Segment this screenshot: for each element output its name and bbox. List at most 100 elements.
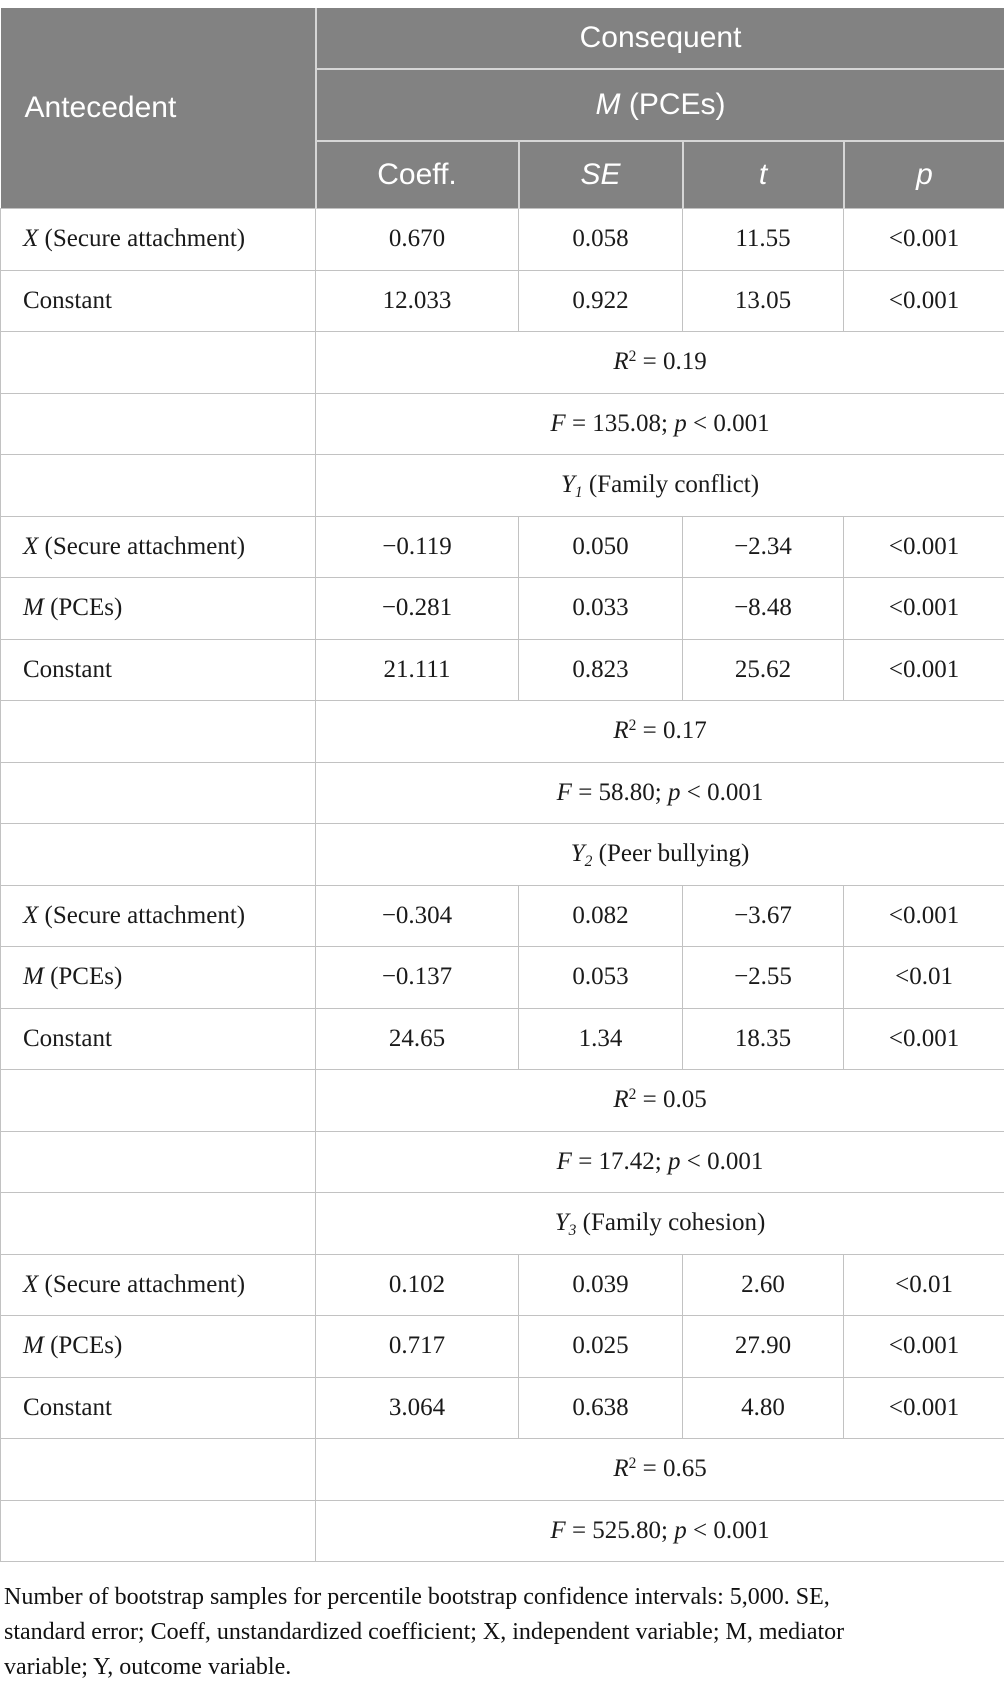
table-row: X (Secure attachment) 0.670 0.058 11.55 <0.0… [0, 208, 1004, 271]
row-label-cell: M (PCEs) [0, 1315, 316, 1378]
value-cell-coeff: 0.102 [315, 1253, 519, 1316]
value-cell-coeff: 3.064 [315, 1376, 519, 1439]
empty-cell [0, 454, 316, 517]
value-cell-coeff: 0.717 [315, 1315, 519, 1378]
row-label-cell: Constant [0, 269, 316, 332]
value-cell-coeff: 12.033 [315, 269, 519, 332]
header-cell-mediator: M (PCEs) [315, 69, 1004, 142]
table-row: F = 58.80; p < 0.001 [0, 761, 1004, 824]
table-row: Constant 3.064 0.638 4.80 <0.001 [0, 1376, 1004, 1439]
empty-cell [0, 392, 316, 455]
value-cell-t: −3.67 [682, 884, 844, 947]
value-cell-se: 1.34 [518, 1007, 683, 1070]
col-header-p: p [842, 141, 1004, 209]
row-label-cell: M (PCEs) [0, 577, 316, 640]
header-row-1: Antecedent Consequent [0, 8, 1004, 209]
value-cell-p: <0.001 [842, 638, 1004, 701]
value-cell-se: 0.922 [518, 269, 683, 332]
col-header-coeff: Coeff. [314, 141, 519, 209]
row-label-cell: Constant [0, 638, 316, 701]
table-footnote: Number of bootstrap samples for percenti… [0, 1580, 1004, 1685]
value-cell-coeff: 24.65 [315, 1007, 519, 1070]
table-row: X (Secure attachment) 0.102 0.039 2.60 <0.01 [0, 1253, 1004, 1316]
table-row: X (Secure attachment) −0.119 0.050 −2.34 <0.… [0, 515, 1004, 578]
table-row: Y1 (Family conflict) [0, 454, 1004, 517]
empty-cell [0, 1499, 316, 1562]
table-row: Y2 (Peer bullying) [0, 823, 1004, 886]
value-cell-coeff: −0.281 [315, 577, 519, 640]
table-row: F = 135.08; p < 0.001 [0, 392, 1004, 455]
value-cell-t: 4.80 [682, 1376, 844, 1439]
value-cell-se: 0.082 [518, 884, 683, 947]
value-cell-p: <0.001 [842, 1376, 1004, 1439]
model-stat-cell: R2 = 0.05 [314, 1069, 1004, 1132]
row-label-cell: X (Secure attachment) [0, 1253, 316, 1316]
row-label-cell: X (Secure attachment) [0, 884, 316, 947]
header-cell-consequent: Consequent [315, 8, 1004, 70]
value-cell-p: <0.001 [842, 577, 1004, 640]
value-cell-se: 0.025 [518, 1315, 683, 1378]
model-stat-cell: F = 135.08; p < 0.001 [314, 392, 1004, 455]
value-cell-t: 11.55 [682, 208, 844, 271]
row-label-cell: M (PCEs) [0, 946, 316, 1009]
value-cell-coeff: −0.137 [315, 946, 519, 1009]
table-row: F = 525.80; p < 0.001 [0, 1499, 1004, 1562]
value-cell-p: <0.001 [842, 884, 1004, 947]
model-stat-cell: F = 17.42; p < 0.001 [314, 1130, 1004, 1193]
empty-cell [0, 761, 316, 824]
value-cell-coeff: 0.670 [315, 208, 519, 271]
header-row-3: Coeff. SE t p [1, 141, 1004, 209]
value-cell-p: <0.001 [842, 269, 1004, 332]
header-row-2: M (PCEs) [1, 69, 1004, 142]
value-cell-t: −2.55 [682, 946, 844, 1009]
footnote-line: standard error; Coeff, unstandardized co… [4, 1619, 845, 1645]
model-stat-cell: R2 = 0.65 [314, 1438, 1004, 1501]
value-cell-se: 0.039 [518, 1253, 683, 1316]
value-cell-se: 0.050 [518, 515, 683, 578]
table-row: M (PCEs) −0.281 0.033 −8.48 <0.001 [0, 577, 1004, 640]
empty-cell [0, 700, 316, 763]
value-cell-t: 18.35 [682, 1007, 844, 1070]
empty-cell [0, 823, 316, 886]
table-row: M (PCEs) 0.717 0.025 27.90 <0.001 [0, 1315, 1004, 1378]
model-stat-cell: R2 = 0.19 [314, 331, 1004, 394]
value-cell-se: 0.638 [518, 1376, 683, 1439]
value-cell-t: 2.60 [682, 1253, 844, 1316]
col-header-se: SE [517, 141, 683, 209]
empty-cell [0, 1130, 316, 1193]
value-cell-se: 0.033 [518, 577, 683, 640]
table-body: X (Secure attachment) 0.670 0.058 11.55 <0.0… [0, 208, 1004, 1562]
model-stat-cell: F = 525.80; p < 0.001 [314, 1499, 1004, 1562]
table-header: Antecedent Consequent M (PCEs) Coeff. SE t… [0, 8, 1004, 209]
empty-cell [0, 1192, 316, 1255]
table-row: Constant 21.111 0.823 25.62 <0.001 [0, 638, 1004, 701]
value-cell-p: <0.001 [842, 1315, 1004, 1378]
table-row: R2 = 0.65 [0, 1438, 1004, 1501]
empty-cell [0, 331, 316, 394]
value-cell-se: 0.058 [518, 208, 683, 271]
outcome-header-cell: Y3 (Family cohesion) [314, 1192, 1004, 1255]
row-label-cell: Constant [0, 1376, 316, 1439]
footnote-line: variable; Y, outcome variable. [4, 1654, 292, 1680]
value-cell-p: <0.01 [842, 1253, 1004, 1316]
value-cell-se: 0.053 [518, 946, 683, 1009]
regression-table: Antecedent Consequent M (PCEs) Coeff. SE t… [0, 8, 1004, 1562]
outcome-header-cell: Y2 (Peer bullying) [314, 823, 1004, 886]
value-cell-coeff: −0.304 [315, 884, 519, 947]
table-row: R2 = 0.05 [0, 1069, 1004, 1132]
table-row: Y3 (Family cohesion) [0, 1192, 1004, 1255]
table-row: Constant 12.033 0.922 13.05 <0.001 [0, 269, 1004, 332]
table-row: M (PCEs) −0.137 0.053 −2.55 <0.01 [0, 946, 1004, 1009]
model-stat-cell: F = 58.80; p < 0.001 [314, 761, 1004, 824]
row-label-cell: X (Secure attachment) [0, 208, 316, 271]
value-cell-se: 0.823 [518, 638, 683, 701]
footnote-line: Number of bootstrap samples for percenti… [4, 1584, 830, 1610]
value-cell-coeff: −0.119 [315, 515, 519, 578]
row-label-cell: X (Secure attachment) [0, 515, 316, 578]
table-row: R2 = 0.19 [0, 331, 1004, 394]
table-row: F = 17.42; p < 0.001 [0, 1130, 1004, 1193]
value-cell-p: <0.01 [842, 946, 1004, 1009]
model-stat-cell: R2 = 0.17 [314, 700, 1004, 763]
value-cell-p: <0.001 [842, 1007, 1004, 1070]
